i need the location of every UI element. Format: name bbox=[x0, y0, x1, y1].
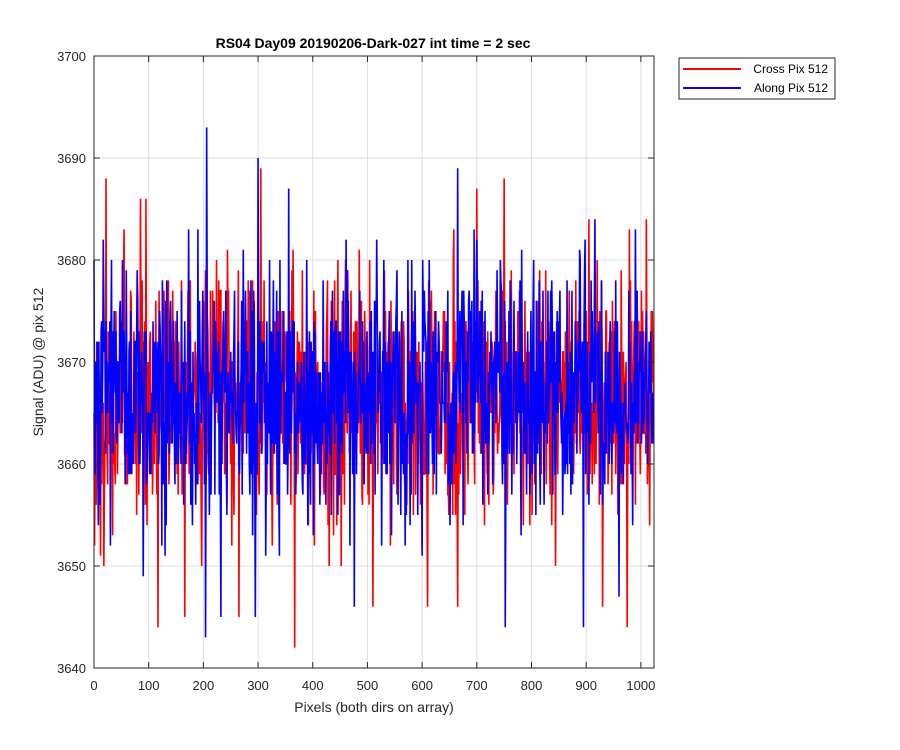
y-tick-label: 3690 bbox=[57, 151, 86, 166]
x-tick-label: 800 bbox=[521, 678, 543, 693]
y-tick-label: 3660 bbox=[57, 457, 86, 472]
x-tick-label: 500 bbox=[357, 678, 379, 693]
x-tick-label: 100 bbox=[138, 678, 160, 693]
y-tick-label: 3700 bbox=[57, 49, 86, 64]
x-tick-label: 900 bbox=[575, 678, 597, 693]
x-tick-label: 700 bbox=[466, 678, 488, 693]
x-tick-label: 200 bbox=[193, 678, 215, 693]
x-tick-label: 1000 bbox=[626, 678, 655, 693]
legend: Cross Pix 512 Along Pix 512 bbox=[678, 57, 836, 100]
x-tick-label: 400 bbox=[302, 678, 324, 693]
axis-ticks: 0 100 200 300 400 500 600 700 800 900 1000 3640 3650… bbox=[57, 49, 655, 693]
y-axis-label: Signal (ADU) @ pix 512 bbox=[30, 287, 46, 436]
y-tick-label: 3640 bbox=[57, 661, 86, 676]
y-tick-label: 3680 bbox=[57, 253, 86, 268]
series-layer bbox=[93, 127, 655, 648]
chart-title: RS04 Day09 20190206-Dark-027 int time = … bbox=[216, 35, 531, 51]
legend-box bbox=[678, 57, 836, 100]
series-line-along-pix-512 bbox=[93, 127, 655, 638]
x-tick-label: 300 bbox=[247, 678, 269, 693]
y-tick-label: 3670 bbox=[57, 355, 86, 370]
x-tick-label: 600 bbox=[411, 678, 433, 693]
y-tick-label: 3650 bbox=[57, 559, 86, 574]
legend-label-along: Along Pix 512 bbox=[754, 81, 828, 95]
x-tick-label: 0 bbox=[90, 678, 97, 693]
plot-area: 0 100 200 300 400 500 600 700 800 900 1000 3640 3650… bbox=[57, 49, 655, 693]
x-axis-label: Pixels (both dirs on array) bbox=[294, 699, 454, 715]
legend-label-cross: Cross Pix 512 bbox=[753, 62, 828, 76]
